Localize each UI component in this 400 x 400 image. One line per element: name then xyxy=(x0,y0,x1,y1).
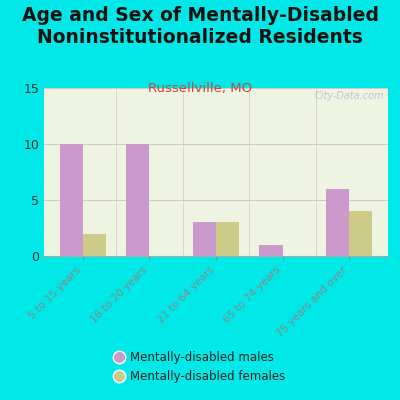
Bar xyxy=(60,144,83,256)
Bar xyxy=(349,211,372,256)
Legend: Mentally-disabled males, Mentally-disabled females: Mentally-disabled males, Mentally-disabl… xyxy=(110,347,290,388)
Text: City-Data.com: City-Data.com xyxy=(315,91,384,101)
Bar xyxy=(216,222,239,256)
Text: Russellville, MO: Russellville, MO xyxy=(148,82,252,95)
Text: Age and Sex of Mentally-Disabled
Noninstitutionalized Residents: Age and Sex of Mentally-Disabled Noninst… xyxy=(22,6,378,47)
Bar xyxy=(126,144,150,256)
Bar xyxy=(83,234,106,256)
Bar xyxy=(193,222,216,256)
Bar xyxy=(326,189,349,256)
Bar xyxy=(259,245,282,256)
